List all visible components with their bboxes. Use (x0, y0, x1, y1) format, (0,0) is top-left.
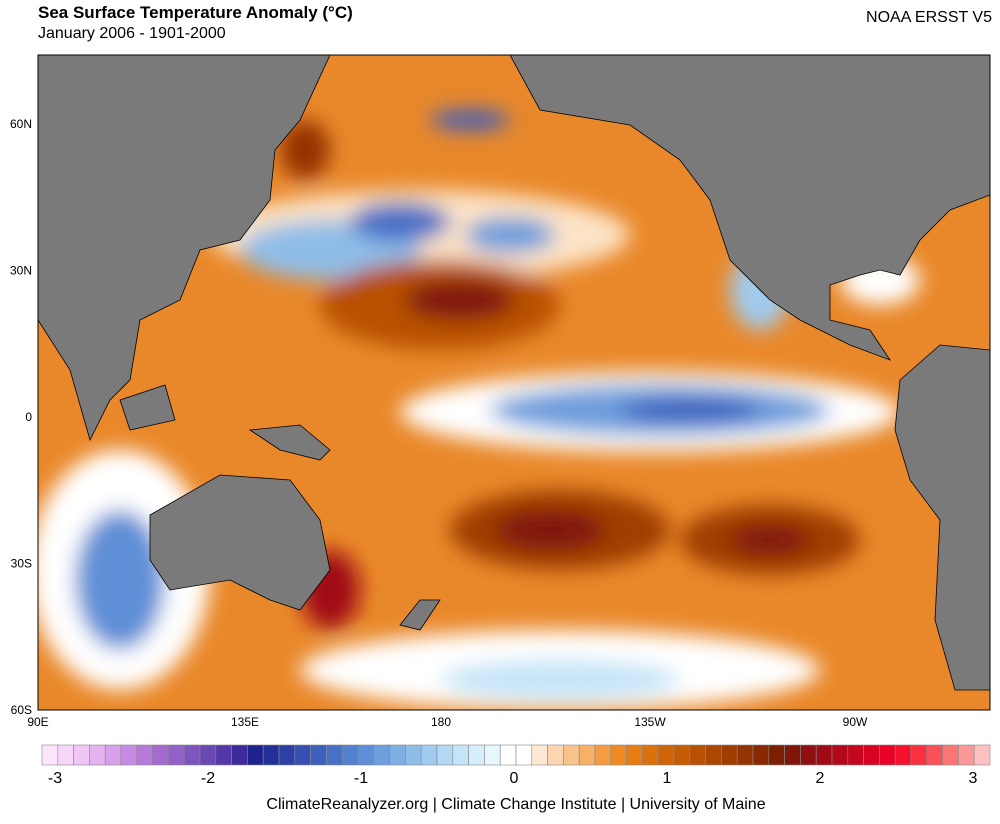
colorbar-swatch (705, 744, 722, 766)
colorbar-swatch (578, 744, 596, 766)
colorbar-swatch (942, 744, 959, 766)
colorbar-swatch (815, 744, 833, 766)
colorbar-swatch (594, 744, 612, 766)
colorbar-swatch (499, 744, 517, 766)
colorbar-swatch (800, 744, 817, 766)
colorbar-swatch (278, 744, 296, 766)
colorbar-swatch (879, 744, 896, 766)
colorbar-swatch (847, 744, 864, 766)
lon-label: 180 (431, 715, 451, 729)
colorbar-swatch (262, 744, 280, 766)
colorbar-swatch (831, 744, 849, 766)
colorbar-swatch (752, 744, 770, 766)
colorbar-swatch (484, 744, 501, 766)
colorbar-swatch (389, 744, 406, 766)
colorbar-swatch (326, 744, 343, 766)
colorbar-swatch (563, 744, 580, 766)
lon-label: 90W (843, 715, 868, 729)
colorbar-swatch (373, 744, 390, 766)
colorbar-swatch (863, 744, 880, 766)
subtitle: January 2006 - 1901-2000 (38, 25, 226, 42)
footer: ClimateReanalyzer.org | Climate Change I… (266, 796, 765, 813)
colorbar-swatch (657, 744, 675, 766)
colorbar-tick-label: 1 (663, 770, 672, 787)
colorbar-tick-label: -1 (354, 770, 368, 787)
colorbar-swatch (247, 744, 264, 766)
colorbar-swatch (168, 744, 185, 766)
land (38, 55, 990, 691)
colorbar-swatch (152, 744, 169, 766)
colorbar-swatch (136, 744, 153, 766)
colorbar-swatch (468, 744, 485, 766)
colorbar-tick-label: -2 (201, 770, 215, 787)
colorbar-swatch (689, 744, 706, 766)
colorbar-swatch (215, 744, 232, 766)
lat-label: 60S (11, 703, 32, 717)
colorbar-tick-label: 2 (816, 770, 825, 787)
map (38, 55, 990, 710)
lat-label: 60N (10, 117, 32, 131)
colorbar-swatch (294, 744, 311, 766)
colorbar-swatch (310, 744, 327, 766)
colorbar-swatch (721, 744, 738, 766)
lon-label: 135E (231, 715, 259, 729)
colorbar-swatch (626, 744, 643, 766)
colorbar-swatch (231, 744, 248, 766)
colorbar-swatch (642, 744, 659, 766)
colorbar-swatch (183, 744, 201, 766)
colorbar-swatch (973, 744, 991, 766)
lon-label: 135W (634, 715, 666, 729)
colorbar-swatch (405, 744, 422, 766)
colorbar-swatch (104, 744, 122, 766)
colorbar-swatch (784, 744, 801, 766)
colorbar-tick-label: 0 (510, 770, 519, 787)
colorbar-swatch (547, 744, 564, 766)
colorbar-swatch (768, 744, 785, 766)
colorbar-swatch (610, 744, 627, 766)
colorbar-swatch (57, 744, 74, 766)
colorbar-swatch (341, 744, 359, 766)
colorbar-swatch (41, 744, 59, 766)
colorbar-swatch (452, 744, 469, 766)
lon-label: 90E (27, 715, 48, 729)
map-frame (37, 54, 991, 711)
colorbar-swatch (894, 744, 912, 766)
colorbar-swatch (199, 744, 217, 766)
colorbar-swatch (736, 744, 754, 766)
colorbar-swatch (910, 744, 928, 766)
lat-label: 30N (10, 264, 32, 278)
colorbar-swatch (89, 744, 106, 766)
colorbar-swatch (73, 744, 90, 766)
colorbar-swatch (120, 744, 138, 766)
colorbar-swatch (926, 744, 943, 766)
colorbar-swatch (531, 744, 548, 766)
colorbar-swatch (673, 744, 691, 766)
colorbar-swatch (515, 744, 533, 766)
colorbar-tick-label: -3 (48, 770, 62, 787)
colorbar-swatch (436, 744, 454, 766)
dataset-label: NOAA ERSST V5 (866, 9, 992, 26)
title: Sea Surface Temperature Anomaly (°C) (38, 3, 353, 22)
colorbar-swatch (958, 744, 975, 766)
colorbar-tick-label: 3 (969, 770, 978, 787)
lat-label: 0 (25, 410, 32, 424)
colorbar-swatch (357, 744, 375, 766)
colorbar-swatch (420, 744, 438, 766)
lat-label: 30S (11, 557, 32, 571)
